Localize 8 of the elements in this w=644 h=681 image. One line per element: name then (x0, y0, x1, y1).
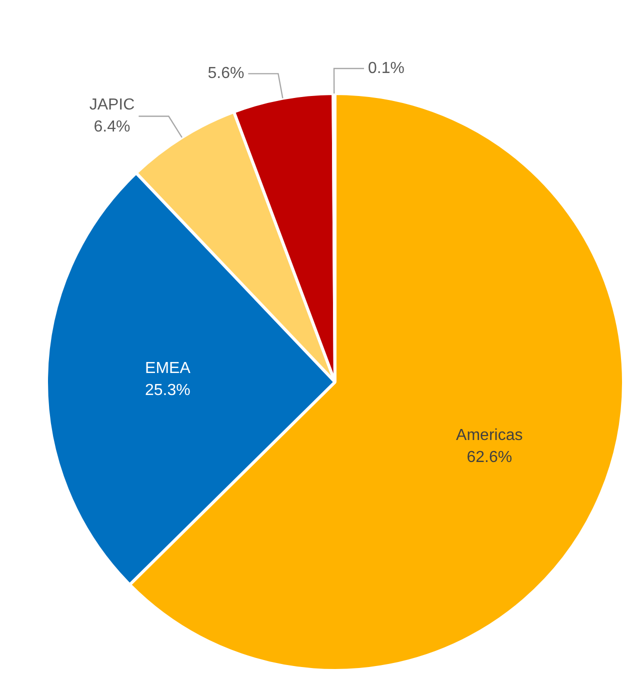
slice-label: Americas (456, 426, 523, 444)
data-label: 25.3% (145, 382, 190, 399)
data-label: 0.1% (368, 60, 404, 77)
data-label: 62.6% (466, 448, 512, 466)
slice-label: JAPIC (89, 96, 135, 114)
data-label: 6.4% (94, 118, 130, 136)
data-label: 5.6% (208, 65, 244, 82)
slice-label: EMEA (145, 360, 191, 377)
